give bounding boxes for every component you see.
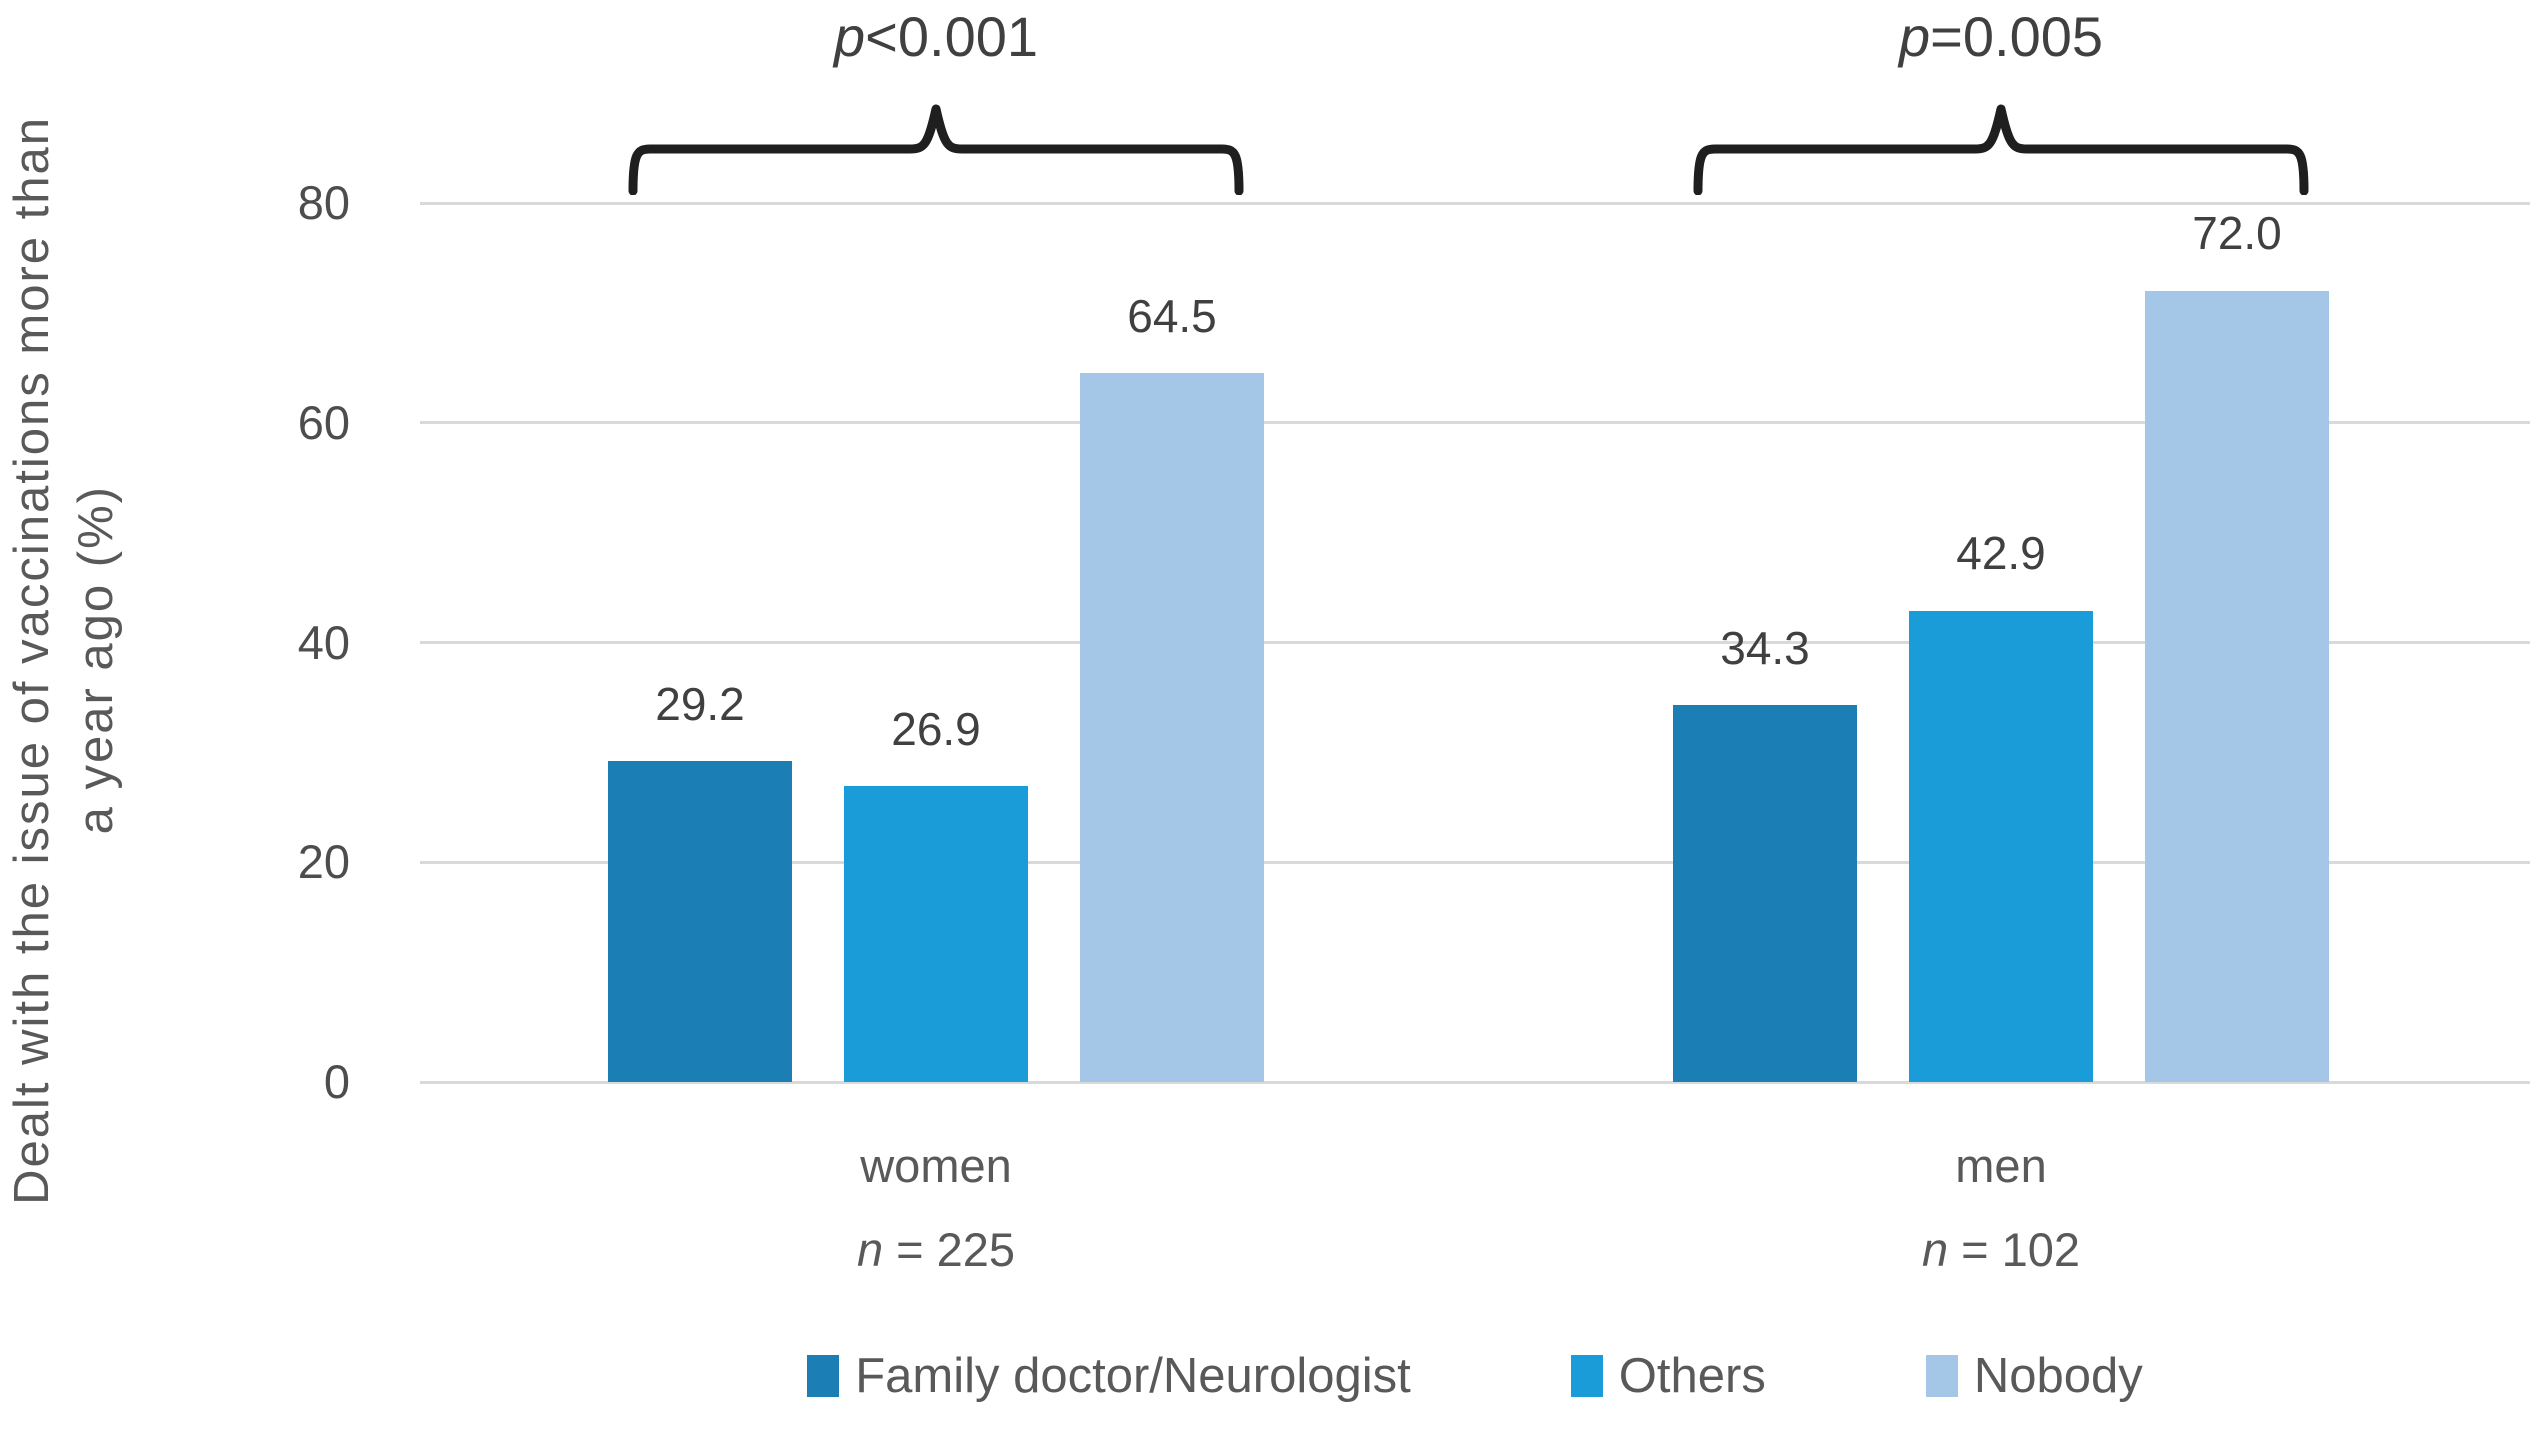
value-label-men-nobody: 72.0: [2192, 207, 2282, 260]
legend-label-nobody: Nobody: [1973, 1349, 2143, 1403]
bar-men-nobody: [2145, 290, 2329, 1082]
bar-women-nobody: [1080, 373, 1264, 1082]
legend-item-others: Others: [1570, 1348, 1766, 1404]
x-category-women: women: [860, 1139, 1012, 1192]
y-axis-title-line1: Dealt with the issue of vaccinations mor…: [5, 115, 59, 1205]
sample-size-women: n = 225: [856, 1223, 1016, 1276]
legend-swatch-icon-family-doctor-neurologist: [807, 1355, 840, 1397]
y-tick-label-80: 80: [297, 176, 350, 229]
legend-item-family-doctor-neurologist: Family doctor/Neurologist: [807, 1348, 1411, 1404]
value-label-men-others: 42.9: [1956, 527, 2046, 580]
significance-bracket-men: [1691, 100, 2311, 196]
y-tick-label-40: 40: [297, 615, 350, 669]
legend-item-nobody: Nobody: [1925, 1348, 2143, 1404]
legend: Family doctor/Neurologist Others Nobody: [420, 1348, 2530, 1404]
p-value-women: p<0.001: [834, 5, 1038, 68]
legend-swatch-icon-others: [1570, 1355, 1603, 1397]
bar-women-others: [844, 786, 1028, 1082]
value-label-women-others: 26.9: [891, 702, 981, 755]
legend-label-family-doctor-neurologist: Family doctor/Neurologist: [855, 1349, 1411, 1403]
plot-area: 29.2 34.3 26.9 42.9 64.5 72.0: [420, 201, 2530, 1084]
value-label-men-family-doctor-neurologist: 34.3: [1720, 621, 1810, 674]
bar-men-others: [1909, 610, 2093, 1082]
legend-label-others: Others: [1618, 1349, 1766, 1403]
gridline-60: [420, 421, 2530, 425]
curly-brace-icon: [1693, 104, 2309, 196]
gridline-0: [420, 1080, 2530, 1084]
x-category-men: men: [1955, 1139, 2047, 1192]
gridline-80: [420, 201, 2530, 205]
sample-size-men: n = 102: [1921, 1223, 2081, 1276]
gridline-20: [420, 860, 2530, 864]
y-axis-title: Dealt with the issue of vaccinations mor…: [5, 0, 124, 1320]
legend-swatch-icon-nobody: [1925, 1355, 1958, 1397]
p-value-men: p=0.005: [1899, 5, 2103, 68]
significance-bracket-women: [626, 100, 1246, 196]
y-tick-label-0: 0: [323, 1055, 350, 1108]
y-axis-title-line2: a year ago (%): [68, 485, 123, 835]
y-tick-label-20: 20: [297, 835, 350, 889]
value-label-women-nobody: 64.5: [1127, 289, 1217, 342]
bar-men-family-doctor-neurologist: [1673, 705, 1857, 1082]
value-label-women-family-doctor-neurologist: 29.2: [655, 677, 745, 730]
curly-brace-icon: [628, 104, 1244, 196]
gridline-40: [420, 641, 2530, 644]
y-tick-label-60: 60: [297, 395, 350, 449]
bar-women-family-doctor-neurologist: [608, 761, 792, 1082]
